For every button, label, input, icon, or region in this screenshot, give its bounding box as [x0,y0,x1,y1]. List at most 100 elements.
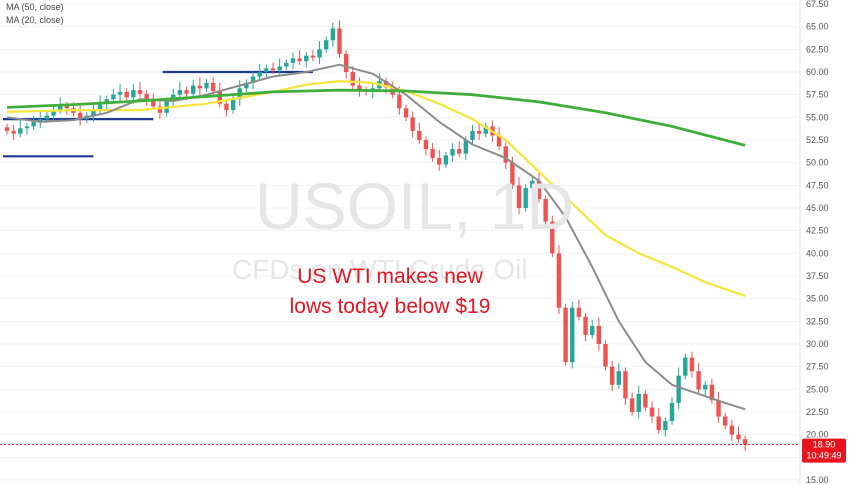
y-tick-label: 27.50 [806,362,829,372]
candle-body [337,28,342,54]
candle [483,122,488,138]
candle-body [137,90,143,94]
candle-body [343,53,349,72]
candle [457,140,462,158]
annotation-line-2: lows today below $19 [289,295,491,318]
candle-body [583,316,588,335]
candle-body [603,344,608,367]
candle-body [696,371,701,390]
candle-body [703,384,708,390]
candle [224,100,229,117]
y-tick-label: 47.50 [806,180,829,190]
candle [77,104,83,126]
ma-green-line[interactable] [6,88,746,147]
candle-body [543,198,548,222]
candle-body [324,40,329,50]
candle [177,81,183,99]
candle [191,79,196,98]
candle-body [676,375,681,403]
candle [636,385,641,419]
candle-body [643,393,648,408]
candle [530,174,535,195]
candle [24,122,30,135]
candle-body [224,103,229,111]
candle-body [64,105,70,109]
candle-body [117,91,123,95]
candle-body [636,393,641,412]
candle [563,304,568,366]
candle-body [51,110,56,116]
candle-body [736,434,741,440]
candle [430,143,435,162]
candle [450,143,455,162]
candle-body [11,130,16,134]
ma50-line[interactable] [6,79,746,297]
candle [689,351,695,378]
price-axis[interactable]: 67.50 65.00 62.50 60.00 57.50 55.00 52.50 50.00… [806,0,829,485]
candle-body [397,94,402,109]
candle-body [38,119,43,122]
candle [343,50,349,79]
candle [656,408,661,434]
candle [317,41,322,64]
annotation-line-1: US WTI makes new [297,265,483,288]
candle-body [210,82,216,92]
candle [623,367,628,405]
y-tick-label: 22.50 [806,407,829,417]
candle [663,417,668,437]
candle-body [44,115,50,120]
candle-body [297,58,302,62]
watermark-description: CFDs on WTI Crude Oil [232,254,528,285]
candle-body [516,185,522,208]
candle [337,20,342,58]
ma50-legend-label[interactable]: MA (50, close) [6,2,64,12]
price-tag: 18.90 10:49:49 [802,438,846,463]
candle-body [77,112,83,120]
candle [536,172,542,203]
candle-body [656,416,661,431]
candle [683,353,688,380]
candle-body [523,188,528,208]
y-tick-label: 37.50 [806,271,829,281]
candle-body [184,90,189,94]
price-tag-countdown: 10:49:49 [806,451,841,461]
support-resistance-lines [3,70,313,158]
candle-body [204,82,209,89]
candle-body [716,400,721,417]
candle [596,317,602,351]
candle-body [24,126,30,129]
y-tick-label: 67.50 [806,0,829,9]
candle-body [503,146,508,163]
candle-body [510,162,515,186]
annotation-text: US WTI makes new lows today below $19 [255,262,525,322]
candle [403,104,409,121]
candle-body [91,110,96,116]
ma20-line[interactable] [6,63,746,411]
candle-body [623,371,628,399]
y-tick-label: 60.00 [806,67,829,77]
candle-body [423,140,429,150]
candle [543,195,548,228]
candle [629,392,635,416]
candle-body [357,85,362,91]
candle-body [18,128,23,134]
candle-body [663,421,668,431]
candle [503,142,508,170]
candle-body [191,85,196,94]
candle [742,435,748,451]
y-tick-label: 65.00 [806,22,829,32]
candle-body [530,180,535,189]
candle [257,63,262,81]
candle [11,125,16,140]
ma20-legend-label[interactable]: MA (20, close) [6,15,64,25]
candle-body [350,72,355,86]
candle-body [470,130,475,140]
candle-body [58,105,63,111]
candle [350,66,355,90]
y-tick-label: 32.50 [806,316,829,326]
candle-body [4,127,10,131]
candle [204,79,209,92]
candle-body [649,407,655,417]
candle [330,22,336,47]
